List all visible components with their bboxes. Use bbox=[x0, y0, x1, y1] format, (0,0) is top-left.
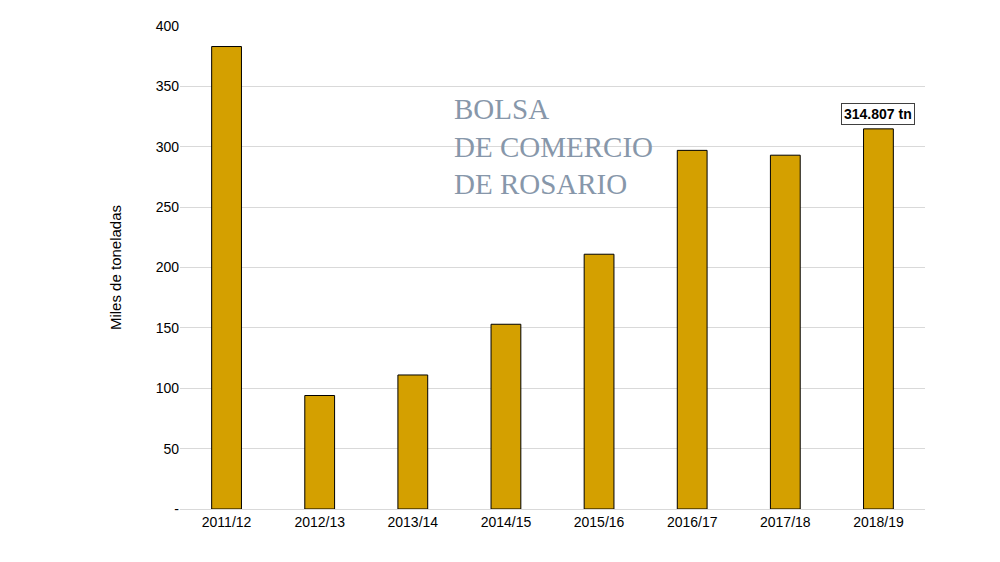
svg-text:BOLSADE COMERCIODE ROSARIO: BOLSADE COMERCIODE ROSARIO bbox=[454, 93, 653, 200]
svg-text:300: 300 bbox=[156, 139, 180, 155]
svg-text:2011/12: 2011/12 bbox=[202, 514, 252, 530]
svg-text:314.807 tn: 314.807 tn bbox=[844, 106, 912, 122]
svg-text:400: 400 bbox=[156, 18, 180, 34]
svg-text:2018/19: 2018/19 bbox=[853, 514, 904, 530]
svg-text:200: 200 bbox=[156, 259, 180, 275]
svg-text:2017/18: 2017/18 bbox=[760, 514, 811, 530]
svg-text:150: 150 bbox=[156, 320, 180, 336]
svg-text:-: - bbox=[174, 501, 179, 517]
svg-text:50: 50 bbox=[163, 441, 179, 457]
svg-text:2015/16: 2015/16 bbox=[574, 514, 625, 530]
svg-text:250: 250 bbox=[156, 199, 180, 215]
svg-text:2014/15: 2014/15 bbox=[481, 514, 532, 530]
svg-text:100: 100 bbox=[156, 380, 180, 396]
svg-text:2016/17: 2016/17 bbox=[667, 514, 718, 530]
svg-text:350: 350 bbox=[156, 78, 180, 94]
svg-text:Miles de toneladas: Miles de toneladas bbox=[107, 205, 124, 330]
svg-text:2012/13: 2012/13 bbox=[294, 514, 345, 530]
svg-text:2013/14: 2013/14 bbox=[388, 514, 439, 530]
